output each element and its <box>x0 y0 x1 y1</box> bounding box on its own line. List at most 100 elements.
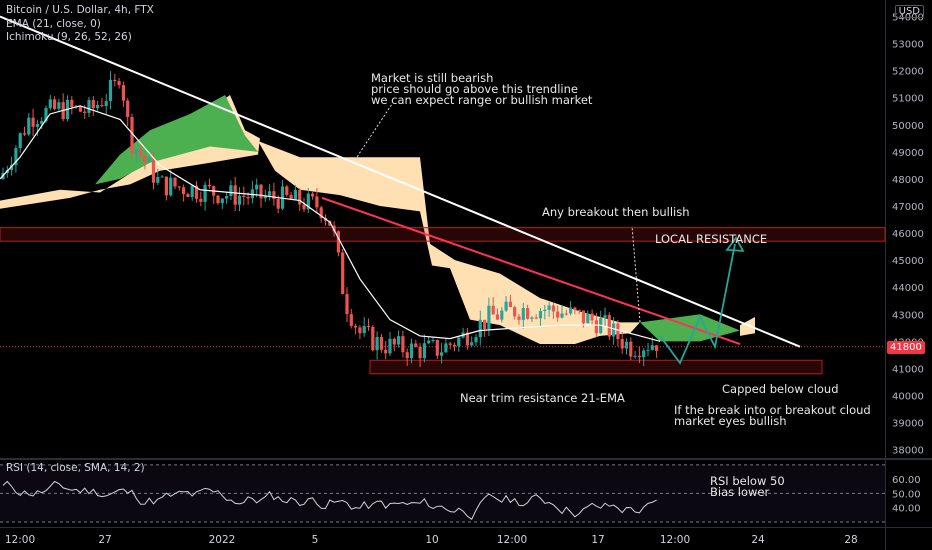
rsi-line <box>2 480 657 520</box>
candle-body <box>564 313 568 315</box>
candle-body <box>543 309 547 311</box>
candle-body <box>207 184 211 187</box>
candle-body <box>87 100 91 113</box>
candle-body <box>642 350 646 358</box>
bearish-note-3: we can expect range or bullish market <box>371 93 593 107</box>
candle-body <box>538 310 543 319</box>
candle-body <box>366 326 371 328</box>
candle-body <box>319 207 323 218</box>
candle-body <box>336 231 340 253</box>
candle-body <box>268 191 272 196</box>
time-tick-label: 12:00 <box>5 534 35 546</box>
candle-body <box>70 99 74 108</box>
candle-body <box>551 305 555 312</box>
breakout-note: Any breakout then bullish <box>542 205 690 219</box>
time-axis-border <box>0 527 932 528</box>
candle-body <box>280 186 285 209</box>
candle-body <box>229 185 233 197</box>
candle-body <box>169 177 173 196</box>
candle-body <box>629 341 633 357</box>
candle-body <box>259 184 263 199</box>
candle-body <box>182 187 186 195</box>
candle-body <box>534 317 538 319</box>
candle-body <box>427 340 431 344</box>
candle-body <box>345 294 349 315</box>
candle-body <box>242 195 246 197</box>
candle-body <box>237 195 242 205</box>
candle-body <box>302 204 306 210</box>
red-trendline <box>321 196 741 345</box>
candle-body <box>151 158 156 183</box>
candle-body <box>500 310 504 320</box>
candle-body <box>156 177 160 183</box>
resistance-trendline <box>0 15 801 348</box>
cloud-bear-3 <box>740 316 755 336</box>
candle-body <box>306 193 310 210</box>
price-tick-label: 53000 <box>892 40 924 51</box>
candle-body <box>388 338 392 354</box>
rsi-legend[interactable]: RSI (14, close, SMA, 14, 2) <box>6 462 145 474</box>
candle-body <box>139 149 143 156</box>
candle-body <box>483 319 487 329</box>
symbol-title[interactable]: Bitcoin / U.S. Dollar, 4h, FTX <box>6 4 154 16</box>
candle-body <box>444 343 448 353</box>
candle-body <box>31 117 35 127</box>
candle-body <box>113 79 117 82</box>
candle-body <box>577 310 581 312</box>
rsi-note-1: RSI below 50 <box>710 474 785 488</box>
candle-body <box>121 85 125 101</box>
candle-body <box>375 337 379 351</box>
candle-body <box>164 176 168 196</box>
candle-body <box>276 198 280 209</box>
price-tick-label: 40000 <box>892 391 924 402</box>
candle-body <box>594 320 598 334</box>
local-resistance-label: LOCAL RESISTANCE <box>655 232 768 246</box>
bearish-note-2: price should go above this trendline <box>371 82 578 96</box>
price-tick-label: 44000 <box>892 283 924 294</box>
candle-body <box>418 346 422 359</box>
candle-body <box>603 315 607 319</box>
cloud-bull-2 <box>640 314 740 342</box>
price-tick-label: 50000 <box>892 121 924 132</box>
time-tick-label: 17 <box>591 534 604 546</box>
candle-body <box>57 102 61 109</box>
zones <box>0 227 886 375</box>
candle-body <box>465 332 469 346</box>
candle-body <box>298 189 302 205</box>
rsi-tick-label: 40.00 <box>892 504 921 515</box>
current-price-badge: 41800 <box>887 341 925 354</box>
candle-body <box>246 196 250 199</box>
candle-body <box>569 307 573 314</box>
rsi-pane <box>2 480 657 520</box>
candle-body <box>44 108 48 122</box>
candle-body <box>547 305 551 310</box>
candle-body <box>573 307 577 311</box>
candle-body <box>349 314 353 326</box>
time-tick-label: 5 <box>312 534 319 546</box>
candle-body <box>250 189 254 199</box>
ema21-line <box>0 105 661 342</box>
candle-body <box>285 186 289 195</box>
cloud-bull-1 <box>95 95 258 185</box>
time-tick-label: 28 <box>844 534 857 546</box>
pane-separator <box>0 458 932 460</box>
candle-body <box>392 338 396 345</box>
candle-body <box>401 336 405 353</box>
ichimoku-legend[interactable]: Ichimoku (9, 26, 52, 26) <box>6 31 132 43</box>
candle-body <box>521 308 525 320</box>
candle-body <box>311 193 315 197</box>
currency-button[interactable]: USD <box>894 5 924 18</box>
candle-body <box>655 345 659 351</box>
bearish-note-1: Market is still bearish <box>371 71 494 85</box>
rsi-tick-label: 60.00 <box>892 475 921 486</box>
price-tick-label: 38000 <box>892 446 924 457</box>
ema-legend[interactable]: EMA (21, close, 0) <box>6 18 101 30</box>
candle-body <box>117 81 121 86</box>
candle-body <box>371 326 375 351</box>
candle-body <box>233 185 237 205</box>
candle-body <box>414 343 418 347</box>
candle-body <box>83 111 87 113</box>
